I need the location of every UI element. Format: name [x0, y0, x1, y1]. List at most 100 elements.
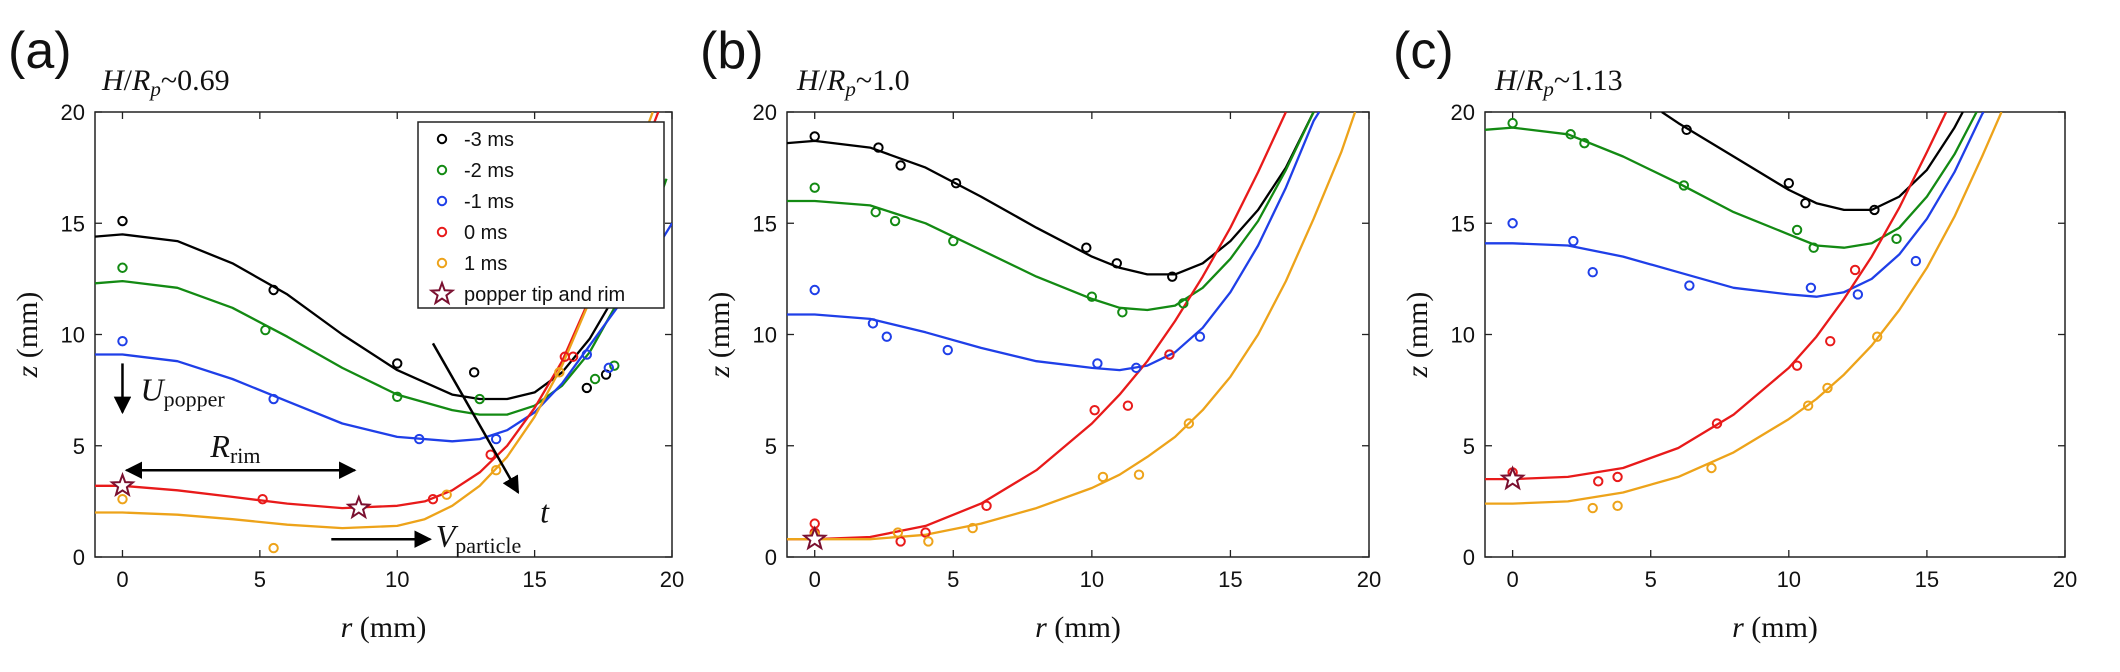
u-popper-symbol: U — [140, 372, 165, 408]
v-particle-subscript: particle — [455, 533, 521, 558]
data-point — [1089, 404, 1100, 416]
data-point — [1133, 469, 1145, 480]
legend-entry: popper tip and rim — [464, 284, 625, 306]
u-popper-subscript: popper — [164, 387, 226, 412]
title-sub: p — [148, 77, 161, 101]
data-point — [1808, 242, 1819, 253]
panel-letter: (b) — [700, 22, 764, 80]
x-tick-label: 15 — [522, 567, 546, 592]
data-point — [1183, 418, 1195, 429]
data-point — [1612, 500, 1623, 512]
panel-title: H/Rp~1.13 — [1494, 64, 1623, 101]
x-tick-label: 20 — [660, 567, 684, 592]
legend-marker — [436, 226, 448, 238]
x-tick-label: 0 — [809, 567, 821, 592]
y-tick-label: 20 — [1451, 100, 1475, 125]
y-axis-var: z — [1401, 365, 1434, 378]
data-point — [1800, 198, 1811, 209]
curves-group — [1485, 112, 2003, 505]
r-rim-symbol: R — [209, 428, 230, 464]
data-point — [1111, 258, 1123, 269]
data-point — [260, 324, 271, 336]
data-point — [441, 489, 452, 500]
legend-star-marker — [428, 280, 456, 306]
data-point — [1681, 124, 1692, 136]
data-point — [873, 142, 884, 153]
y-axis-unit: (mm) — [703, 292, 736, 366]
fit-curve-minus2ms — [1485, 112, 1978, 249]
title-h: H — [796, 64, 821, 97]
title-r: R — [131, 64, 150, 97]
y-axis-label: z (mm) — [1401, 292, 1434, 379]
data-point — [1178, 298, 1189, 309]
data-point — [923, 536, 934, 547]
data-point — [1805, 282, 1817, 293]
data-point — [1891, 233, 1902, 245]
data-point — [1131, 362, 1142, 374]
x-axis-label: r (mm) — [1732, 611, 1818, 644]
legend-entry: -1 ms — [464, 191, 514, 213]
legend-marker — [436, 164, 448, 176]
y-tick-label: 0 — [73, 545, 85, 570]
title-slash: / — [819, 64, 828, 97]
data-point — [1507, 117, 1518, 129]
v-particle-label: Vparticle — [436, 518, 522, 558]
data-point — [414, 433, 425, 445]
y-axis-unit: (mm) — [1401, 292, 1434, 366]
x-tick-label: 0 — [1506, 567, 1518, 592]
y-tick-label: 10 — [1451, 323, 1475, 348]
data-point — [948, 235, 959, 247]
y-tick-label: 0 — [1463, 545, 1475, 570]
data-point — [950, 178, 962, 189]
x-axis-unit: (mm) — [1744, 611, 1818, 644]
data-point — [468, 367, 480, 378]
x-tick-label: 15 — [1915, 567, 1939, 592]
data-point — [1612, 471, 1623, 483]
x-tick-label: 5 — [1645, 567, 1657, 592]
x-tick-label: 10 — [385, 567, 409, 592]
x-tick-label: 15 — [1218, 567, 1242, 592]
data-point — [427, 493, 439, 505]
legend-entry: 0 ms — [464, 222, 507, 244]
data-point — [895, 160, 906, 171]
data-point — [1783, 178, 1795, 189]
y-tick-label: 10 — [61, 323, 85, 348]
data-point — [881, 331, 892, 342]
curves-group — [787, 112, 1357, 541]
data-point — [809, 182, 820, 193]
data-point — [1579, 137, 1590, 149]
fit-curve-1ms — [1485, 112, 2003, 505]
data-point — [1164, 349, 1175, 360]
data-point — [1711, 418, 1723, 429]
legend-entry: 1 ms — [464, 253, 507, 275]
y-tick-label: 5 — [73, 434, 85, 459]
data-point — [1852, 289, 1864, 300]
data-point — [1086, 291, 1098, 302]
x-tick-label: 5 — [947, 567, 959, 592]
legend-marker — [436, 257, 448, 269]
x-axis-label: r (mm) — [1035, 611, 1121, 644]
data-point — [474, 393, 485, 405]
title-sub: p — [1541, 77, 1554, 101]
data-point — [589, 373, 601, 385]
fit-curve-minus2ms — [787, 112, 1315, 312]
y-tick-label: 20 — [61, 100, 85, 125]
data-point — [967, 522, 978, 534]
data-point — [554, 367, 565, 378]
x-axis-label: r (mm) — [341, 611, 427, 644]
r-rim-label: Rrim — [209, 428, 260, 468]
title-slash: / — [124, 64, 133, 97]
data-point — [117, 215, 128, 227]
data-point — [485, 449, 496, 460]
data-point — [1822, 382, 1833, 394]
data-point — [392, 391, 403, 402]
fit-curve-0ms — [787, 112, 1287, 541]
fit-curve-minus1ms — [1485, 112, 1985, 298]
plot-frame — [1484, 111, 2066, 558]
data-point — [809, 284, 820, 296]
title-h: H — [101, 64, 126, 97]
panel-title: H/Rp~0.69 — [101, 64, 230, 101]
